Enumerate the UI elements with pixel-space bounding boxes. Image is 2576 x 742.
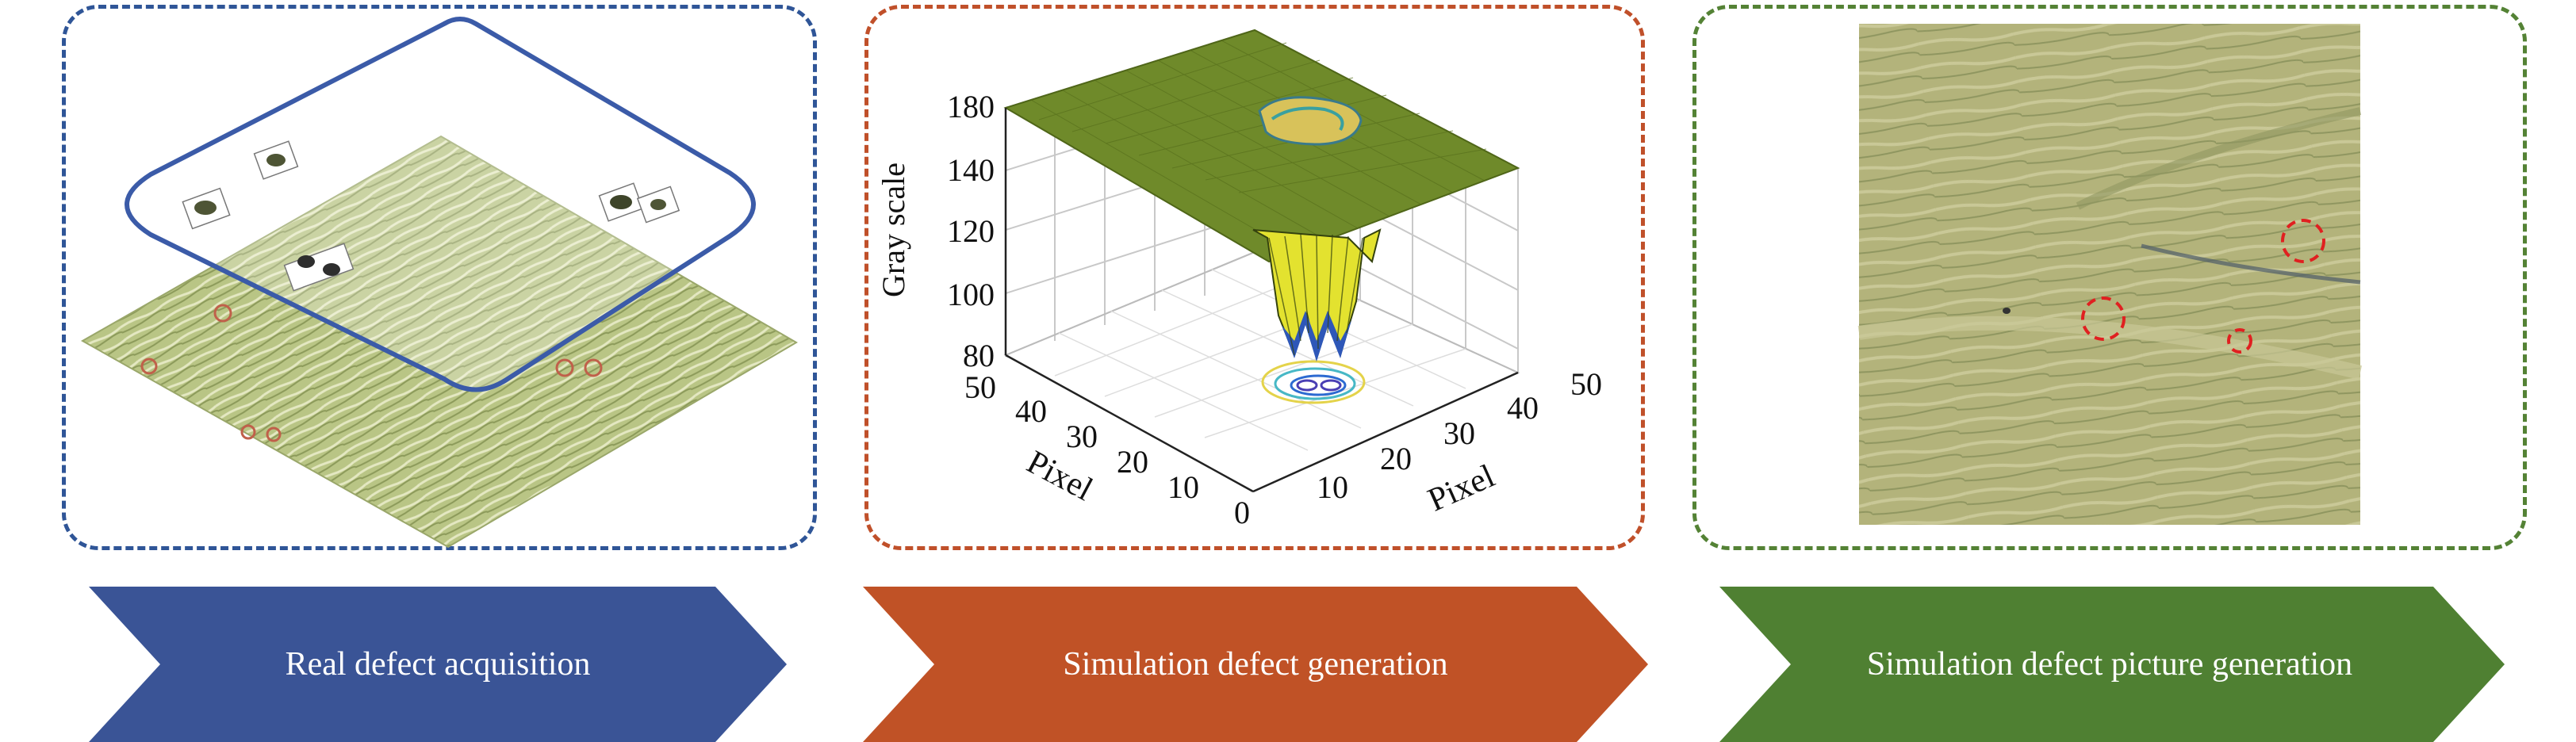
- stage-arrow-1: [89, 587, 787, 742]
- stage-label-simulation-picture: Simulation defect picture generation: [1866, 646, 2353, 683]
- stage-label-simulation-defect: Simulation defect generation: [1063, 646, 1448, 683]
- panel-simulation-defect: [864, 5, 1645, 550]
- panel-real-defect: [62, 5, 817, 550]
- panel-simulation-picture: [1692, 5, 2527, 550]
- stage-arrow-3: [1719, 587, 2505, 742]
- stage-label-real-defect: Real defect acquisition: [285, 646, 591, 683]
- stage-arrow-2: [863, 587, 1648, 742]
